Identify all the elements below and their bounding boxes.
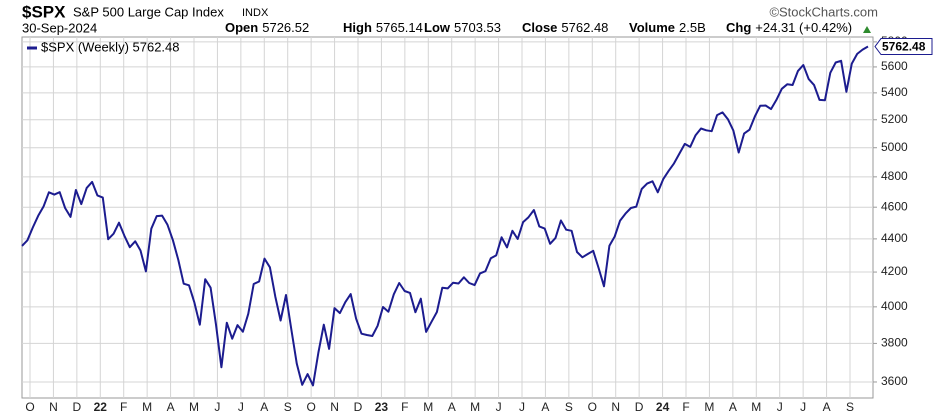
stat-value: 5765.14 xyxy=(376,20,423,35)
x-tick-label: A xyxy=(823,400,831,414)
stat-label: Volume xyxy=(629,20,675,35)
x-tick-label: J xyxy=(800,400,806,414)
stat-value: 5703.53 xyxy=(454,20,501,35)
y-tick-label: 3600 xyxy=(881,374,908,388)
x-tick-label: M xyxy=(142,400,152,414)
y-tick-label: 4600 xyxy=(881,199,908,213)
x-tick-label: N xyxy=(49,400,58,414)
date: 30-Sep-2024 xyxy=(22,20,97,35)
stat: High 5765.14 xyxy=(343,20,423,35)
y-tick-label: 3800 xyxy=(881,336,908,350)
x-tick-label: J xyxy=(214,400,220,414)
exchange: INDX xyxy=(242,7,269,19)
x-tick-label: F xyxy=(401,400,408,414)
last-value-label: 5762.48 xyxy=(882,40,926,54)
legend-label: $SPX (Weekly) 5762.48 xyxy=(41,39,180,54)
x-tick-label: S xyxy=(565,400,573,414)
x-tick-label: O xyxy=(588,400,597,414)
x-tick-label: 24 xyxy=(656,400,670,414)
symbol: $SPX xyxy=(22,2,66,21)
y-tick-label: 4400 xyxy=(881,231,908,245)
y-tick-label: 4000 xyxy=(881,299,908,313)
x-tick-label: 23 xyxy=(375,400,389,414)
stat-label: Low xyxy=(424,20,451,35)
x-tick-label: A xyxy=(260,400,268,414)
stat-value: 2.5B xyxy=(679,20,706,35)
x-tick-label: F xyxy=(682,400,689,414)
brand: ©StockCharts.com xyxy=(769,4,878,19)
stat-value: 5726.52 xyxy=(262,20,309,35)
x-tick-label: S xyxy=(284,400,292,414)
x-tick-label: D xyxy=(73,400,82,414)
stat-label: Close xyxy=(522,20,557,35)
x-tick-label: D xyxy=(354,400,363,414)
stat-value: 5762.48 xyxy=(561,20,608,35)
y-tick-label: 4200 xyxy=(881,264,908,278)
up-arrow xyxy=(863,26,871,33)
x-tick-label: N xyxy=(330,400,339,414)
index-name: S&P 500 Large Cap Index xyxy=(73,4,224,19)
y-tick-label: 5000 xyxy=(881,140,908,154)
x-tick-label: S xyxy=(846,400,854,414)
stat-label: High xyxy=(343,20,372,35)
x-tick-label: M xyxy=(704,400,714,414)
x-tick-label: A xyxy=(448,400,456,414)
stat: Close 5762.48 xyxy=(522,20,608,35)
stat: Low 5703.53 xyxy=(424,20,501,35)
x-tick-label: J xyxy=(496,400,502,414)
stat-label: Chg xyxy=(726,20,751,35)
x-tick-label: J xyxy=(238,400,244,414)
y-tick-label: 4800 xyxy=(881,169,908,183)
price-line xyxy=(21,45,869,387)
x-tick-label: F xyxy=(120,400,127,414)
x-tick-label: M xyxy=(470,400,480,414)
x-tick-label: N xyxy=(611,400,620,414)
x-tick-label: O xyxy=(306,400,315,414)
x-tick-label: O xyxy=(25,400,34,414)
x-tick-label: J xyxy=(777,400,783,414)
stat: Volume 2.5B xyxy=(629,20,706,35)
plot-frame xyxy=(21,36,874,399)
x-tick-label: A xyxy=(167,400,175,414)
x-tick-label: A xyxy=(729,400,737,414)
x-tick-label: M xyxy=(423,400,433,414)
y-tick-label: 5600 xyxy=(881,59,908,73)
last-value-tag xyxy=(874,38,933,56)
stat: Open 5726.52 xyxy=(225,20,309,35)
stat-value: +24.31 (+0.42%) xyxy=(755,20,852,35)
x-tick-label: M xyxy=(751,400,761,414)
x-tick-label: M xyxy=(189,400,199,414)
x-tick-label: J xyxy=(519,400,525,414)
y-tick-label: 5400 xyxy=(881,85,908,99)
stat-label: Open xyxy=(225,20,258,35)
x-tick-label: A xyxy=(541,400,549,414)
y-tick-label: 5200 xyxy=(881,112,908,126)
x-tick-label: D xyxy=(635,400,644,414)
x-tick-label: 22 xyxy=(94,400,108,414)
stat: Chg +24.31 (+0.42%) xyxy=(726,20,852,35)
